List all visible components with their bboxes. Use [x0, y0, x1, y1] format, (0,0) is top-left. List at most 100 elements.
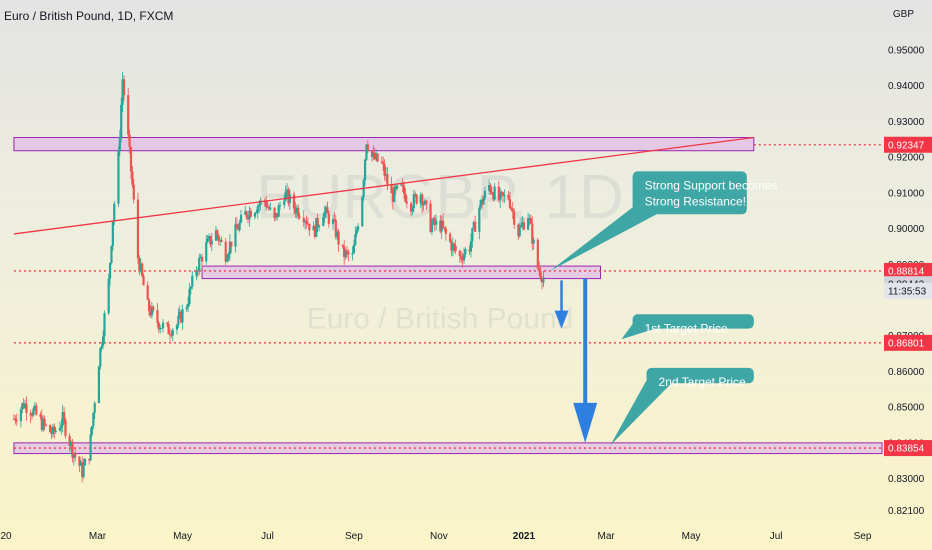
candle [161, 322, 165, 328]
candle [380, 161, 383, 163]
price-tick-label: 0.94000 [888, 81, 925, 92]
candle [308, 223, 311, 231]
candle [39, 414, 42, 417]
candle [220, 240, 223, 242]
candle [139, 263, 142, 272]
price-badge-label: 0.92347 [888, 140, 925, 151]
candle [429, 203, 432, 232]
candle [21, 403, 24, 410]
candle [138, 258, 141, 272]
candle [35, 405, 38, 415]
candle [441, 220, 445, 228]
candle [345, 250, 349, 252]
candle [110, 245, 113, 263]
candle [15, 420, 18, 422]
time-axis[interactable]: 20 Mar May Jul Sep Nov 2021 Mar May Jul Sep [0, 531, 871, 542]
candle [312, 226, 315, 231]
candle [433, 218, 436, 225]
candle [238, 222, 241, 231]
candle [354, 234, 357, 245]
trendline[interactable] [13, 136, 754, 235]
candle [376, 153, 379, 162]
candle [149, 310, 152, 316]
candle [248, 210, 251, 220]
time-tick-label: Jul [770, 531, 783, 542]
candle [159, 327, 162, 330]
candle [419, 194, 422, 204]
candle [518, 227, 521, 237]
candle [142, 275, 145, 286]
candle [50, 432, 53, 435]
candle [69, 441, 73, 446]
candle [60, 425, 63, 428]
candle [160, 327, 163, 329]
candle [448, 233, 452, 242]
candle [205, 242, 208, 262]
candle [269, 207, 272, 210]
candle [128, 134, 131, 147]
candle [526, 218, 530, 230]
candle [322, 217, 325, 227]
candle [373, 152, 376, 160]
candle [390, 184, 393, 194]
time-tick-label: Mar [89, 531, 107, 542]
candle [302, 217, 305, 223]
time-tick-label: Jul [261, 531, 274, 542]
candle [283, 200, 286, 206]
candle [29, 413, 32, 416]
candle [68, 435, 71, 446]
candle [487, 185, 491, 191]
candle [489, 185, 492, 193]
candle [317, 226, 321, 228]
candle [443, 227, 446, 229]
candle [200, 256, 204, 262]
candle [121, 79, 124, 105]
candle [210, 240, 213, 245]
candle [439, 220, 442, 232]
price-axis[interactable]: 0.95000 0.94000 0.93000 0.92000 0.91000 0.900… [882, 0, 932, 550]
candle [141, 263, 144, 276]
candle [503, 195, 506, 197]
candle [531, 223, 534, 244]
candle [42, 418, 45, 430]
candle [256, 206, 259, 213]
callout-pointer-0 [550, 204, 659, 271]
candle [482, 198, 485, 205]
candle [444, 228, 447, 234]
candle [315, 218, 318, 237]
candle [472, 221, 475, 229]
candle [471, 228, 474, 242]
price-tick-label: 0.85000 [888, 403, 925, 414]
candle [92, 412, 95, 427]
candle [363, 159, 367, 181]
candle [294, 208, 297, 214]
candle [313, 226, 317, 237]
candle [355, 230, 358, 235]
candle [450, 241, 453, 251]
time-tick-label: Sep [345, 531, 363, 542]
candle [401, 184, 404, 186]
callout-text-0: Strong Resistance! [645, 194, 746, 208]
candle [258, 204, 261, 207]
candle [277, 205, 280, 217]
candle [61, 412, 64, 426]
candle [224, 241, 227, 262]
candle [361, 196, 364, 227]
candle [522, 222, 526, 230]
candle [292, 194, 296, 209]
price-badge-4 [884, 334, 932, 351]
candle [180, 311, 183, 323]
candle [490, 192, 493, 194]
candle [528, 218, 531, 220]
candle [230, 241, 233, 247]
candle [404, 193, 407, 202]
candle [100, 345, 103, 349]
candle [295, 207, 298, 214]
candle [539, 271, 542, 279]
candle [520, 224, 523, 228]
candle [127, 95, 130, 135]
candle [103, 313, 106, 337]
candle [412, 194, 415, 209]
